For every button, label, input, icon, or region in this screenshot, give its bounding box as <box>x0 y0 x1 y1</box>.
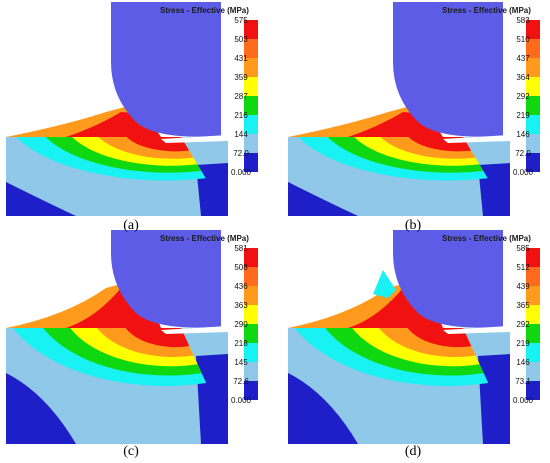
stress-contour-plot <box>6 2 258 216</box>
legend-swatch <box>244 77 258 96</box>
legend-swatch <box>526 362 540 381</box>
legend-swatch <box>244 96 258 115</box>
cutting-tool <box>111 2 221 137</box>
legend-tick: 218 <box>234 339 248 348</box>
legend-tick: 359 <box>234 73 248 82</box>
legend-tick: 510 <box>516 35 530 44</box>
legend-swatch <box>526 324 540 343</box>
legend-tick: 146 <box>516 130 530 139</box>
legend-swatch <box>244 362 258 381</box>
legend-swatch <box>526 115 540 134</box>
legend-title: Stress - Effective (MPa) <box>442 6 531 15</box>
legend-tick: 364 <box>516 73 530 82</box>
legend-tick: 144 <box>234 130 248 139</box>
legend-swatch <box>526 267 540 286</box>
caption-c: (c) <box>123 444 139 459</box>
clearance-gap <box>443 135 510 143</box>
legend-swatch <box>526 20 540 39</box>
stress-contour-plot <box>288 230 540 444</box>
stress-contour-plot <box>6 230 258 444</box>
legend-tick: 73.1 <box>515 377 531 386</box>
low-stress-region <box>288 373 358 444</box>
stress-contour-plot <box>288 2 540 216</box>
legend-tick: 436 <box>234 282 248 291</box>
clearance-gap <box>443 326 510 334</box>
legend-tick: 216 <box>234 111 248 120</box>
legend-tick: 581 <box>234 244 248 253</box>
legend-tick: 145 <box>234 358 248 367</box>
legend-tick: 583 <box>516 16 530 25</box>
legend-title: Stress - Effective (MPa) <box>442 234 531 243</box>
caption-d: (d) <box>404 444 422 459</box>
legend-swatch <box>244 343 258 362</box>
legend-tick: 503 <box>234 35 248 44</box>
legend-tick: 292 <box>516 92 530 101</box>
simulation-panel-c: Stress - Effective (MPa) 581 508 436 363… <box>6 230 266 444</box>
legend-swatch <box>526 39 540 58</box>
legend-tick: 292 <box>516 320 530 329</box>
low-stress-region <box>6 373 76 444</box>
low-stress-region <box>478 354 510 444</box>
legend-tick: 290 <box>234 320 248 329</box>
legend-tick: 72.6 <box>233 377 249 386</box>
legend-swatch <box>526 77 540 96</box>
legend-swatch <box>526 134 540 153</box>
cutting-tool <box>111 230 221 328</box>
simulation-panel-d: Stress - Effective (MPa) 585 512 439 365… <box>288 230 548 444</box>
legend-swatch <box>526 248 540 267</box>
caption-b: (b) <box>404 218 422 233</box>
legend-swatch <box>526 96 540 115</box>
legend-swatch <box>244 248 258 267</box>
low-stress-region <box>6 182 76 216</box>
legend-tick: 431 <box>234 54 248 63</box>
legend-swatch <box>526 381 540 400</box>
legend-tick: 363 <box>234 301 248 310</box>
legend-swatch <box>526 343 540 362</box>
cutting-tool <box>393 230 503 328</box>
legend-swatch <box>244 115 258 134</box>
legend-swatch <box>244 20 258 39</box>
legend-title: Stress - Effective (MPa) <box>160 6 249 15</box>
legend-swatch <box>526 153 540 172</box>
legend-swatch <box>244 134 258 153</box>
legend-swatch <box>244 39 258 58</box>
simulation-panel-b: Stress - Effective (MPa) 583 510 437 364… <box>288 2 548 216</box>
cutting-tool <box>393 2 503 137</box>
legend-tick: 439 <box>516 282 530 291</box>
legend-tick: 219 <box>516 111 530 120</box>
legend-tick: 0.000 <box>230 396 252 405</box>
legend-swatch <box>244 267 258 286</box>
clearance-gap <box>161 135 228 143</box>
legend-tick: 287 <box>234 92 248 101</box>
clearance-gap <box>161 326 228 334</box>
legend-swatch <box>244 58 258 77</box>
legend-swatch <box>526 305 540 324</box>
caption-a: (a) <box>123 218 139 233</box>
legend-tick: 437 <box>516 54 530 63</box>
legend-tick: 72.0 <box>233 149 249 158</box>
legend-tick: 0.000 <box>230 168 252 177</box>
legend-tick: 575 <box>234 16 248 25</box>
legend-tick: 585 <box>516 244 530 253</box>
legend-tick: 146 <box>516 358 530 367</box>
legend-tick: 508 <box>234 263 248 272</box>
legend-swatch <box>244 381 258 400</box>
legend-tick: 365 <box>516 301 530 310</box>
chip-segment <box>373 270 396 298</box>
low-stress-region <box>196 354 228 444</box>
legend-tick: 72.9 <box>515 149 531 158</box>
legend-swatch <box>244 153 258 172</box>
legend-swatch <box>244 286 258 305</box>
legend-tick: 512 <box>516 263 530 272</box>
legend-tick: 0.000 <box>512 168 534 177</box>
legend-title: Stress - Effective (MPa) <box>160 234 249 243</box>
simulation-panel-a: Stress - Effective (MPa) 575 503 431 359… <box>6 2 266 216</box>
legend-swatch <box>526 58 540 77</box>
legend-swatch <box>526 286 540 305</box>
legend-tick: 219 <box>516 339 530 348</box>
legend-swatch <box>244 305 258 324</box>
legend-swatch <box>244 324 258 343</box>
low-stress-region <box>288 182 358 216</box>
legend-tick: 0.000 <box>512 396 534 405</box>
